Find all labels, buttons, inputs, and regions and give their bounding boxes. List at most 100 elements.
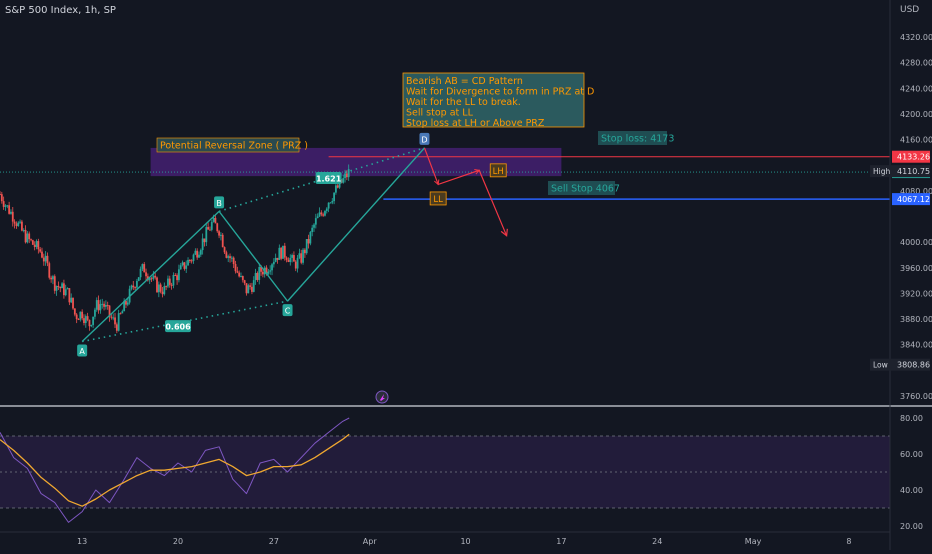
axes-layer: 3760.00 3840.00 3880.00 3920.00 3960.00 4000.… [77, 33, 932, 546]
candle [121, 309, 124, 314]
candle [132, 280, 135, 291]
candle [117, 309, 120, 332]
candle [302, 247, 304, 265]
point-label-b[interactable]: B [214, 196, 225, 209]
candle [347, 164, 350, 181]
candle [39, 247, 42, 253]
candle [61, 281, 63, 289]
candle [307, 234, 310, 249]
note-line-4: Sell stop at LL [406, 108, 474, 119]
harmonic-leg-CD[interactable] [287, 147, 425, 302]
candle [19, 219, 21, 224]
candle [62, 279, 65, 299]
harmonic-leg-BC[interactable] [218, 210, 289, 302]
time-tick-label: Apr [363, 537, 378, 546]
point-label-d[interactable]: D [419, 132, 430, 145]
stop-loss-label[interactable]: Stop loss: 4173 [598, 131, 674, 145]
candle [254, 268, 257, 285]
svg-text:0.606: 0.606 [165, 323, 191, 332]
price-tick-label: 4080.00 [900, 187, 932, 196]
svg-text:B: B [216, 199, 222, 208]
candle [296, 254, 299, 273]
candle [30, 238, 32, 242]
sell-stop-label[interactable]: Sell Stop 4067 [548, 181, 620, 195]
candle [251, 282, 253, 295]
candle [159, 282, 162, 294]
candle [6, 204, 9, 209]
candle [174, 273, 177, 277]
candle [77, 318, 80, 321]
note-box[interactable]: Bearish AB = CD Pattern Wait for Diverge… [402, 72, 594, 129]
candle [205, 222, 208, 246]
ratio-label[interactable]: 0.606 [165, 320, 191, 333]
rsi-tick-label: 40.00 [900, 486, 923, 495]
candle [207, 222, 210, 230]
candle [48, 261, 51, 280]
candle [190, 259, 193, 264]
note-line-1: Bearish AB = CD Pattern [406, 76, 523, 87]
rsi-ma-line[interactable] [0, 433, 350, 507]
time-tick-label: 8 [846, 537, 851, 546]
candle [243, 279, 246, 286]
projection-path[interactable] [423, 147, 508, 236]
time-tick-label: 20 [173, 537, 183, 546]
tradingview-logo-icon[interactable] [375, 390, 389, 404]
candle [136, 278, 138, 291]
candle [309, 230, 312, 246]
candle [125, 299, 127, 308]
symbol-title[interactable]: S&P 500 Index, 1h, SP [5, 5, 116, 16]
stop-loss-text: Stop loss: 4173 [601, 134, 674, 145]
candle [52, 274, 54, 285]
candle [150, 277, 153, 283]
candle [271, 263, 273, 276]
price-tick-label: 3760.00 [900, 392, 932, 401]
svg-text:4067.12: 4067.12 [897, 195, 930, 204]
note-line-5: Stop loss at LH or Above PRZ [406, 118, 545, 129]
price-tick-label: 4000.00 [900, 238, 932, 247]
svg-text:Low: Low [873, 361, 888, 370]
candle [44, 251, 47, 266]
projection-label-ll[interactable]: LL [429, 191, 447, 206]
candle [68, 288, 71, 306]
candle [46, 252, 49, 267]
svg-text:4133.26: 4133.26 [897, 153, 930, 162]
point-label-c[interactable]: C [282, 304, 293, 317]
candle [99, 299, 102, 314]
candle [103, 301, 105, 311]
point-label-a[interactable]: A [77, 344, 88, 357]
candle [345, 170, 348, 181]
candle [50, 275, 53, 283]
candle [170, 282, 173, 290]
svg-text:3808.86: 3808.86 [897, 361, 930, 370]
candle [209, 226, 211, 231]
candle [57, 281, 60, 291]
prz-label[interactable]: Potential Reversal Zone ( PRZ ) [156, 137, 308, 153]
price-tick-label: 3880.00 [900, 315, 932, 324]
time-tick-label: 17 [556, 537, 566, 546]
candle [294, 259, 297, 272]
price-tick-label: 4240.00 [900, 84, 932, 93]
candle [64, 284, 67, 297]
candle [283, 242, 286, 261]
candle [252, 276, 255, 293]
candle [188, 259, 191, 263]
candle [333, 192, 335, 205]
rsi-line[interactable] [0, 417, 350, 523]
candle [130, 284, 133, 291]
candle [126, 298, 129, 307]
candle [94, 307, 96, 320]
candle [35, 239, 38, 250]
projection-label-lh[interactable]: LH [489, 163, 507, 178]
projection-layer: LL LH [423, 147, 508, 237]
candle [119, 312, 122, 315]
candle [123, 298, 126, 312]
high-tag: High 4110.75 [870, 165, 930, 178]
candle [11, 206, 14, 227]
candle [324, 210, 326, 217]
candle [311, 224, 314, 237]
ratio-label[interactable]: 1.621 [315, 172, 342, 185]
harmonic-leg-AB[interactable] [81, 210, 220, 343]
candle [201, 233, 204, 255]
